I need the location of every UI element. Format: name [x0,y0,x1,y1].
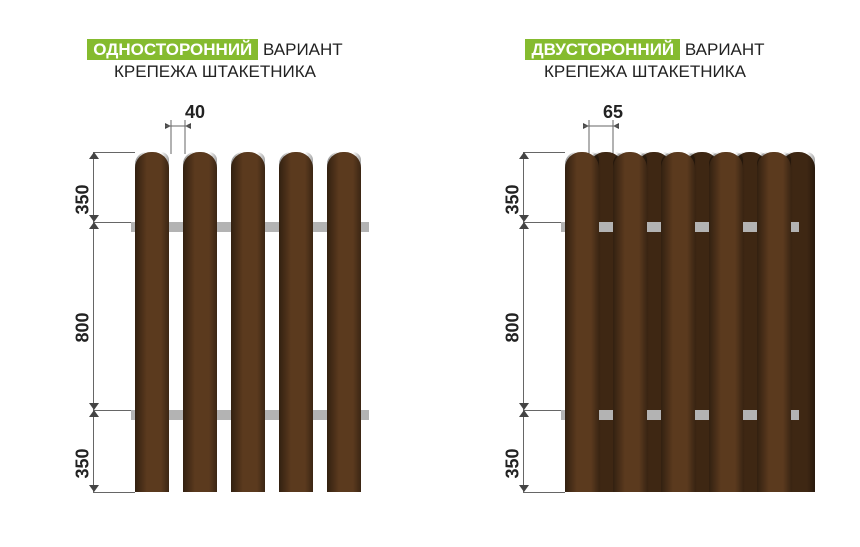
picket [613,152,647,492]
title-rest-left: ВАРИАНТ [258,40,342,59]
diagram-left: 40 350 800 [45,132,385,512]
picket [565,152,599,492]
picket [661,152,695,492]
fence-double [565,152,795,492]
picket [183,152,217,492]
v-dims-right: 350 800 350 [475,152,565,502]
picket [279,152,313,492]
top-dim-lines-right [583,120,643,154]
picket [231,152,265,492]
top-dim-lines-left [165,120,225,154]
title-highlight-right: ДВУСТОРОННИЙ [525,39,680,60]
v-label-350b-left: 350 [73,448,94,478]
v-dims-left: 350 800 350 [45,152,135,502]
v-label-800-left: 800 [73,312,94,342]
picket [757,152,791,492]
v-label-350a-right: 350 [503,184,524,214]
picket [327,152,361,492]
picket [135,152,169,492]
title-rest-right: ВАРИАНТ [680,40,764,59]
container: ОДНОСТОРОННИЙ ВАРИАНТ КРЕПЕЖА ШТАКЕТНИКА… [0,0,860,512]
panel-double-sided: ДВУСТОРОННИЙ ВАРИАНТ КРЕПЕЖА ШТАКЕТНИКА … [455,40,835,512]
title-line1-right: ДВУСТОРОННИЙ ВАРИАНТ [525,40,764,60]
title-highlight-left: ОДНОСТОРОННИЙ [87,39,258,60]
title-line2-right: КРЕПЕЖА ШТАКЕТНИКА [544,62,746,82]
fence-single [135,152,365,492]
v-label-350b-right: 350 [503,448,524,478]
panel-single-sided: ОДНОСТОРОННИЙ ВАРИАНТ КРЕПЕЖА ШТАКЕТНИКА… [25,40,405,512]
title-line2-left: КРЕПЕЖА ШТАКЕТНИКА [114,62,316,82]
picket [709,152,743,492]
v-label-350a-left: 350 [73,184,94,214]
title-line1-left: ОДНОСТОРОННИЙ ВАРИАНТ [87,40,342,60]
v-label-800-right: 800 [503,312,524,342]
diagram-right: 65 350 800 [475,132,815,512]
